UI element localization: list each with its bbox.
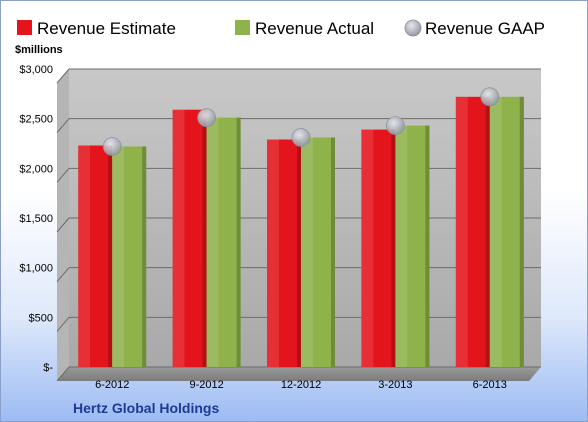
bar-revenue-actual: [395, 125, 430, 368]
legend-swatch: [404, 19, 422, 37]
y-tick-label: $3,000: [19, 64, 53, 76]
bar-shade: [142, 146, 147, 367]
legend-swatch: [17, 20, 32, 35]
bar-highlight: [206, 117, 219, 367]
bar-shade: [236, 117, 241, 367]
legend-label: Revenue GAAP: [425, 19, 545, 38]
x-tick-label: 9-2012: [189, 379, 223, 391]
gridline-side: [56, 217, 70, 233]
gaap-markers: [102, 87, 500, 156]
bar-highlight: [78, 145, 91, 367]
bar-shade: [297, 139, 301, 367]
bar-revenue-actual: [206, 117, 241, 367]
x-axis-ticks: 6-2012 9-2012 12-2012 3-2013 6-2013: [95, 379, 507, 391]
gridline-side: [56, 68, 70, 84]
y-tick-label: $1,500: [19, 213, 53, 225]
gridline-side: [56, 267, 70, 282]
y-tick-label: $1,000: [19, 263, 53, 275]
bar-highlight: [301, 137, 313, 367]
bar-revenue-actual: [489, 96, 524, 368]
x-tick-label: 3-2013: [378, 379, 412, 391]
bar-revenue-estimate: [78, 145, 113, 367]
bar-highlight: [455, 96, 468, 368]
bar-highlight: [172, 109, 185, 367]
gaap-marker: [197, 108, 217, 128]
bar-revenue-estimate: [455, 96, 490, 368]
bar-highlight: [489, 96, 502, 368]
y-axis-unit-label: $millions: [15, 44, 63, 56]
gridline-side: [56, 118, 70, 133]
gaap-marker: [480, 87, 500, 107]
x-tick-label: 12-2012: [281, 379, 321, 391]
y-tick-label: $2,000: [19, 163, 53, 175]
bar-revenue-actual: [112, 146, 147, 367]
bar-revenue-actual: [301, 137, 335, 367]
plot-floor: [57, 367, 541, 381]
bar-shade: [425, 125, 430, 368]
bar-revenue-estimate: [267, 139, 301, 367]
company-name: Hertz Global Holdings: [73, 400, 219, 416]
legend-swatch: [235, 20, 250, 35]
bar-shade: [391, 129, 396, 367]
legend-label: Revenue Estimate: [37, 19, 176, 38]
y-tick-label: $2,500: [19, 114, 53, 126]
bar-shade: [202, 109, 207, 367]
gaap-marker: [102, 137, 122, 156]
x-tick-label: 6-2012: [95, 379, 129, 391]
bar-highlight: [361, 129, 374, 367]
bar-revenue-estimate: [361, 129, 396, 367]
bar-shade: [331, 137, 335, 367]
y-tick-label: $-: [43, 362, 53, 374]
gaap-marker: [291, 128, 311, 147]
bar-shade: [108, 145, 113, 367]
bar-revenue-estimate: [172, 109, 207, 367]
bar-highlight: [395, 125, 408, 368]
x-tick-label: 6-2013: [473, 379, 507, 391]
legend-label: Revenue Actual: [255, 19, 374, 38]
gaap-marker: [385, 116, 405, 136]
bar-highlight: [267, 139, 279, 367]
gridline-side: [56, 168, 70, 183]
bar-highlight: [112, 146, 125, 367]
y-axis-ticks: $- $500 $1,000 $1,500 $2,000 $2,500 $3,000: [19, 64, 53, 374]
gridline-side: [56, 317, 70, 332]
legend: Revenue Estimate Revenue Actual Revenue GA…: [17, 19, 545, 38]
bar-shade: [485, 96, 490, 368]
gridline-side: [56, 366, 70, 382]
y-tick-label: $500: [29, 312, 53, 324]
bars: [78, 96, 524, 368]
bar-shade: [519, 96, 524, 368]
